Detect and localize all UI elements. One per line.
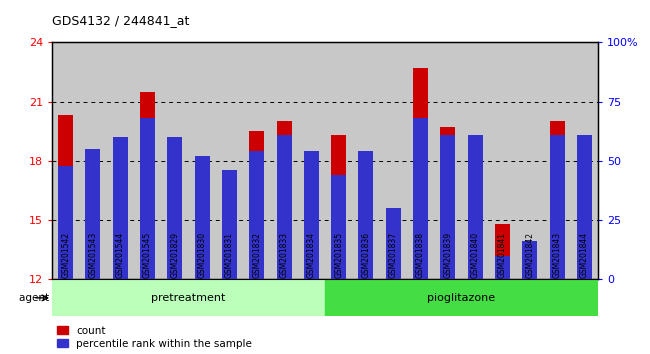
Text: GSM201842: GSM201842 bbox=[525, 232, 534, 278]
Bar bbox=[358, 177, 374, 279]
Bar bbox=[58, 115, 73, 279]
Bar bbox=[522, 277, 538, 279]
Bar bbox=[276, 121, 292, 279]
Bar bbox=[385, 208, 401, 279]
Bar bbox=[85, 167, 101, 279]
Bar bbox=[194, 156, 210, 279]
Text: GSM201833: GSM201833 bbox=[280, 232, 289, 278]
Text: GSM201543: GSM201543 bbox=[88, 232, 98, 278]
Text: GSM201844: GSM201844 bbox=[580, 232, 589, 278]
Bar bbox=[440, 135, 456, 279]
Bar bbox=[140, 92, 155, 279]
Bar bbox=[52, 279, 325, 316]
Text: GSM201840: GSM201840 bbox=[471, 232, 480, 278]
Bar bbox=[495, 256, 510, 279]
Text: agent: agent bbox=[19, 293, 52, 303]
Bar bbox=[522, 241, 538, 279]
Bar bbox=[167, 177, 183, 279]
Legend: count, percentile rank within the sample: count, percentile rank within the sample bbox=[57, 326, 252, 349]
Bar bbox=[85, 149, 101, 279]
Bar bbox=[249, 131, 265, 279]
Text: GSM201843: GSM201843 bbox=[552, 232, 562, 278]
Text: GSM201834: GSM201834 bbox=[307, 232, 316, 278]
Text: GSM201832: GSM201832 bbox=[252, 232, 261, 278]
Bar bbox=[358, 152, 374, 279]
Text: GSM201837: GSM201837 bbox=[389, 232, 398, 278]
Bar bbox=[413, 118, 428, 279]
Bar bbox=[495, 224, 510, 279]
Bar bbox=[467, 173, 483, 279]
Text: GSM201841: GSM201841 bbox=[498, 232, 507, 278]
Text: pioglitazone: pioglitazone bbox=[428, 293, 495, 303]
Text: GSM201836: GSM201836 bbox=[361, 232, 370, 278]
Bar bbox=[577, 135, 592, 279]
Bar bbox=[413, 68, 428, 279]
Text: GSM201829: GSM201829 bbox=[170, 232, 179, 278]
Bar bbox=[167, 137, 183, 279]
Bar bbox=[331, 135, 346, 279]
Bar bbox=[385, 242, 401, 279]
Bar bbox=[58, 166, 73, 279]
Bar bbox=[112, 137, 128, 279]
Bar bbox=[276, 135, 292, 279]
Bar bbox=[140, 118, 155, 279]
Text: GSM201545: GSM201545 bbox=[143, 232, 152, 278]
Bar bbox=[577, 135, 592, 279]
Bar bbox=[549, 121, 565, 279]
Bar bbox=[304, 194, 319, 279]
Text: GSM201831: GSM201831 bbox=[225, 232, 234, 278]
Bar bbox=[467, 135, 483, 279]
Text: GSM201830: GSM201830 bbox=[198, 232, 207, 278]
Bar bbox=[194, 232, 210, 279]
Text: pretreatment: pretreatment bbox=[151, 293, 226, 303]
Text: GSM201838: GSM201838 bbox=[416, 232, 425, 278]
Text: GSM201835: GSM201835 bbox=[334, 232, 343, 278]
Bar bbox=[222, 175, 237, 279]
Bar bbox=[440, 127, 456, 279]
Text: GSM201542: GSM201542 bbox=[61, 232, 70, 278]
Text: GDS4132 / 244841_at: GDS4132 / 244841_at bbox=[52, 14, 189, 27]
Bar bbox=[304, 152, 319, 279]
Text: GSM201839: GSM201839 bbox=[443, 232, 452, 278]
Bar bbox=[325, 279, 598, 316]
Text: GSM201544: GSM201544 bbox=[116, 232, 125, 278]
Bar bbox=[549, 135, 565, 279]
Bar bbox=[331, 175, 346, 279]
Bar bbox=[222, 170, 237, 279]
Bar bbox=[112, 137, 128, 279]
Bar bbox=[249, 152, 265, 279]
